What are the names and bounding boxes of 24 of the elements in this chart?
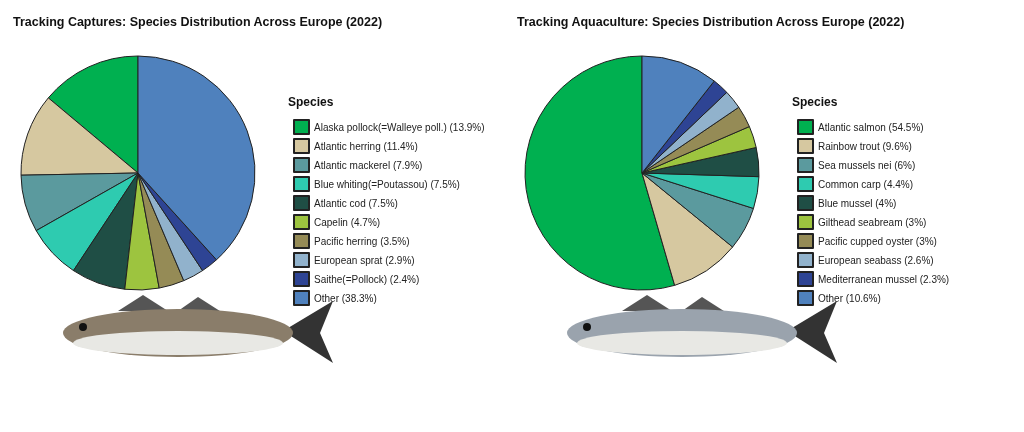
- legend-label: European seabass (2.6%): [818, 254, 934, 266]
- legend-label: Blue whiting(=Poutassou) (7.5%): [314, 178, 460, 190]
- legend-label: Atlantic mackerel (7.9%): [314, 159, 423, 171]
- chart-title: Tracking Aquaculture: Species Distribution Across Europe (2022): [517, 14, 905, 29]
- legend-label: European sprat (2.9%): [314, 254, 415, 266]
- legend-label: Alaska pollock(=Walleye poll.) (13.9%): [314, 121, 485, 133]
- legend-label: Atlantic herring (11.4%): [314, 140, 418, 152]
- legend-label: Other (10.6%): [818, 292, 881, 304]
- legend-label: Common carp (4.4%): [818, 178, 914, 190]
- legend-label: Gilthead seabream (3%): [818, 216, 927, 228]
- legend-label: Atlantic cod (7.5%): [314, 197, 398, 209]
- legend-label: Other (38.3%): [314, 292, 377, 304]
- legend-title: Species: [288, 95, 334, 109]
- legend-label: Rainbow trout (9.6%): [818, 140, 912, 152]
- legend-label: Pacific cupped oyster (3%): [818, 235, 937, 247]
- legend-label: Mediterranean mussel (2.3%): [818, 273, 950, 285]
- legend-label: Sea mussels nei (6%): [818, 159, 916, 171]
- legend-label: Blue mussel (4%): [818, 197, 897, 209]
- chart-title: Tracking Captures: Species Distribution Across Europe (2022): [13, 14, 383, 29]
- legend-label: Saithe(=Pollock) (2.4%): [314, 273, 420, 285]
- legend-title: Species: [792, 95, 838, 109]
- legend-label: Atlantic salmon (54.5%): [818, 121, 924, 133]
- legend-label: Capelin (4.7%): [314, 216, 381, 228]
- legend-label: Pacific herring (3.5%): [314, 235, 410, 247]
